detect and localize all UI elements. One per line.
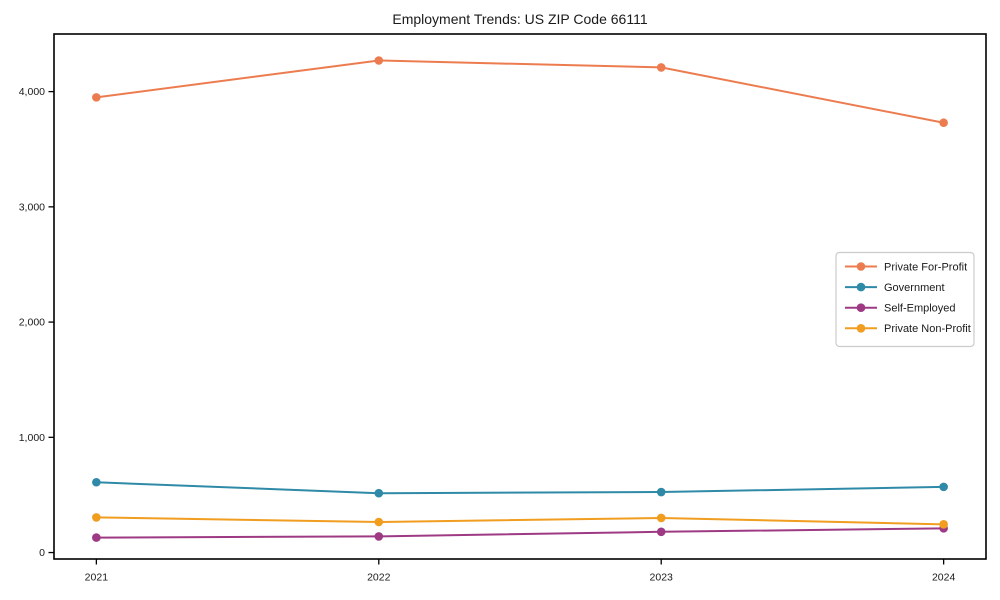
data-point-marker (92, 93, 101, 102)
data-point-marker (939, 118, 948, 128)
y-axis-tick-label: 0 (39, 547, 45, 559)
data-point-marker (92, 513, 101, 522)
legend-box (835, 251, 975, 348)
legend-marker (856, 282, 866, 292)
legend-entry: Private For-Profit (845, 261, 967, 273)
x-axis-tick-label: 2024 (932, 572, 956, 584)
legend-entry: Private Non-Profit (845, 323, 971, 335)
plot-line-government (95, 481, 945, 495)
data-point-marker (374, 56, 384, 65)
legend-label: Government (884, 282, 945, 294)
data-point-marker (939, 520, 948, 529)
data-point-marker (374, 517, 384, 527)
chart-title: Employment Trends: US ZIP Code 66111 (392, 11, 647, 27)
legend-marker (856, 303, 866, 313)
plot-border (53, 33, 987, 560)
legend: Private For-Profit Government Self-Employe… (835, 251, 975, 348)
legend-label: Private Non-Profit (884, 323, 971, 335)
data-point-marker (656, 487, 666, 497)
legend-entry: Self-Employed (845, 303, 956, 315)
legend-marker (856, 324, 866, 333)
x-axis-tick-label: 2023 (650, 572, 674, 584)
x-axis-tick-label: 2021 (85, 572, 109, 584)
data-point-marker (939, 482, 948, 492)
y-axis-tick-label: 4,000 (19, 86, 45, 98)
data-point-marker (92, 533, 101, 542)
data-point-marker (656, 63, 666, 72)
legend-marker (856, 262, 866, 271)
data-point-marker (92, 477, 101, 487)
y-axis-tick-label: 3,000 (19, 201, 45, 213)
legend-label: Self-Employed (884, 303, 956, 315)
plot-line-self-employed (95, 527, 945, 539)
data-point-marker (656, 513, 666, 523)
data-point-marker (374, 532, 384, 541)
y-axis-tick-label: 1,000 (19, 432, 45, 444)
y-axis-tick-label: 2,000 (19, 317, 45, 329)
x-axis-tick-label: 2022 (367, 572, 391, 584)
plot-line-private-non-profit (95, 516, 945, 526)
data-point-marker (656, 527, 666, 537)
legend-entry: Government (845, 282, 945, 294)
plot-line-private-for-profit (95, 59, 945, 124)
data-point-marker (374, 488, 384, 498)
legend-label: Private For-Profit (884, 261, 967, 273)
